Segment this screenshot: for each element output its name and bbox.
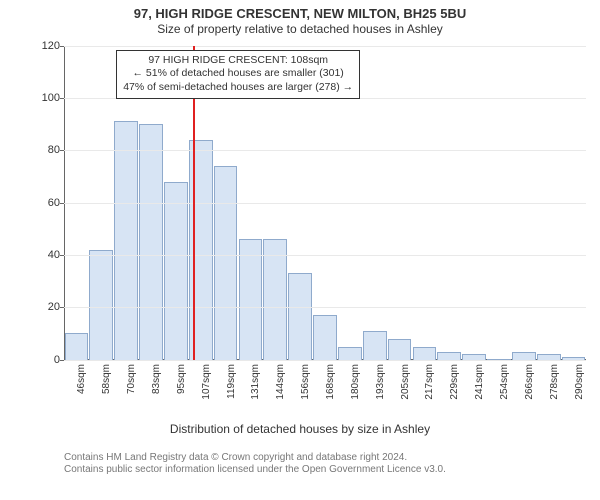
x-tick-label: 107sqm: [201, 364, 212, 400]
histogram-bar: [89, 250, 113, 360]
chart-title: 97, HIGH RIDGE CRESCENT, NEW MILTON, BH2…: [8, 6, 592, 22]
histogram-bar: [437, 352, 461, 360]
histogram-bar: [239, 239, 263, 359]
x-tick-label: 144sqm: [275, 364, 286, 400]
histogram-bar: [388, 339, 412, 360]
x-tick-label: 217sqm: [424, 364, 435, 400]
gridline: [64, 150, 586, 151]
histogram-bar: [363, 331, 387, 360]
x-tick-label: 180sqm: [350, 364, 361, 400]
attribution-line2: Contains public sector information licen…: [64, 464, 592, 476]
histogram-bar: [413, 347, 437, 360]
chart-subtitle: Size of property relative to detached ho…: [8, 22, 592, 36]
info-box: 97 HIGH RIDGE CRESCENT: 108sqm← 51% of d…: [116, 50, 360, 99]
histogram-bar: [214, 166, 238, 360]
x-tick-label: 168sqm: [325, 364, 336, 400]
histogram-bar: [338, 347, 362, 360]
y-tick-label: 60: [32, 197, 60, 209]
attribution-text: Contains HM Land Registry data © Crown c…: [8, 452, 592, 476]
x-tick-label: 131sqm: [250, 364, 261, 400]
y-tick-mark: [60, 307, 64, 308]
x-tick-label: 278sqm: [549, 364, 560, 400]
x-tick-label: 156sqm: [300, 364, 311, 400]
x-tick-label: 95sqm: [176, 364, 187, 394]
y-tick-mark: [60, 360, 64, 361]
x-tick-label: 58sqm: [101, 364, 112, 394]
info-box-line: ← 51% of detached houses are smaller (30…: [123, 67, 353, 81]
y-tick-label: 120: [32, 40, 60, 52]
info-box-line: 47% of semi-detached houses are larger (…: [123, 81, 353, 95]
histogram-bar: [313, 315, 337, 359]
y-tick-label: 80: [32, 144, 60, 156]
y-tick-label: 20: [32, 301, 60, 313]
chart-area: Number of detached properties 0204060801…: [8, 40, 592, 420]
x-tick-label: 70sqm: [126, 364, 137, 394]
y-tick-mark: [60, 46, 64, 47]
y-tick-label: 100: [32, 92, 60, 104]
gridline: [64, 46, 586, 47]
info-box-line: 97 HIGH RIDGE CRESCENT: 108sqm: [123, 54, 353, 68]
histogram-bar: [189, 140, 213, 360]
x-tick-label: 46sqm: [76, 364, 87, 394]
x-tick-label: 205sqm: [400, 364, 411, 400]
chart-container: 97, HIGH RIDGE CRESCENT, NEW MILTON, BH2…: [0, 0, 600, 500]
attribution-line1: Contains HM Land Registry data © Crown c…: [64, 452, 592, 464]
y-tick-mark: [60, 255, 64, 256]
y-tick-label: 40: [32, 249, 60, 261]
histogram-bar: [65, 333, 89, 359]
histogram-bar: [288, 273, 312, 359]
plot-region: 02040608010012046sqm58sqm70sqm83sqm95sqm…: [64, 46, 586, 360]
y-tick-mark: [60, 203, 64, 204]
gridline: [64, 307, 586, 308]
histogram-bar: [164, 182, 188, 360]
x-tick-label: 229sqm: [449, 364, 460, 400]
x-tick-label: 119sqm: [226, 364, 237, 399]
y-tick-label: 0: [32, 354, 60, 366]
gridline: [64, 255, 586, 256]
x-axis-label: Distribution of detached houses by size …: [8, 422, 592, 436]
x-tick-label: 193sqm: [375, 364, 386, 400]
y-tick-mark: [60, 98, 64, 99]
y-tick-mark: [60, 150, 64, 151]
x-tick-label: 241sqm: [474, 364, 485, 400]
x-tick-label: 290sqm: [574, 364, 585, 400]
gridline: [64, 360, 586, 361]
gridline: [64, 203, 586, 204]
histogram-bar: [114, 121, 138, 359]
histogram-bar: [512, 352, 536, 360]
x-tick-label: 254sqm: [499, 364, 510, 400]
histogram-bar: [263, 239, 287, 359]
histogram-bar: [139, 124, 163, 360]
x-tick-label: 266sqm: [524, 364, 535, 400]
x-tick-label: 83sqm: [151, 364, 162, 394]
